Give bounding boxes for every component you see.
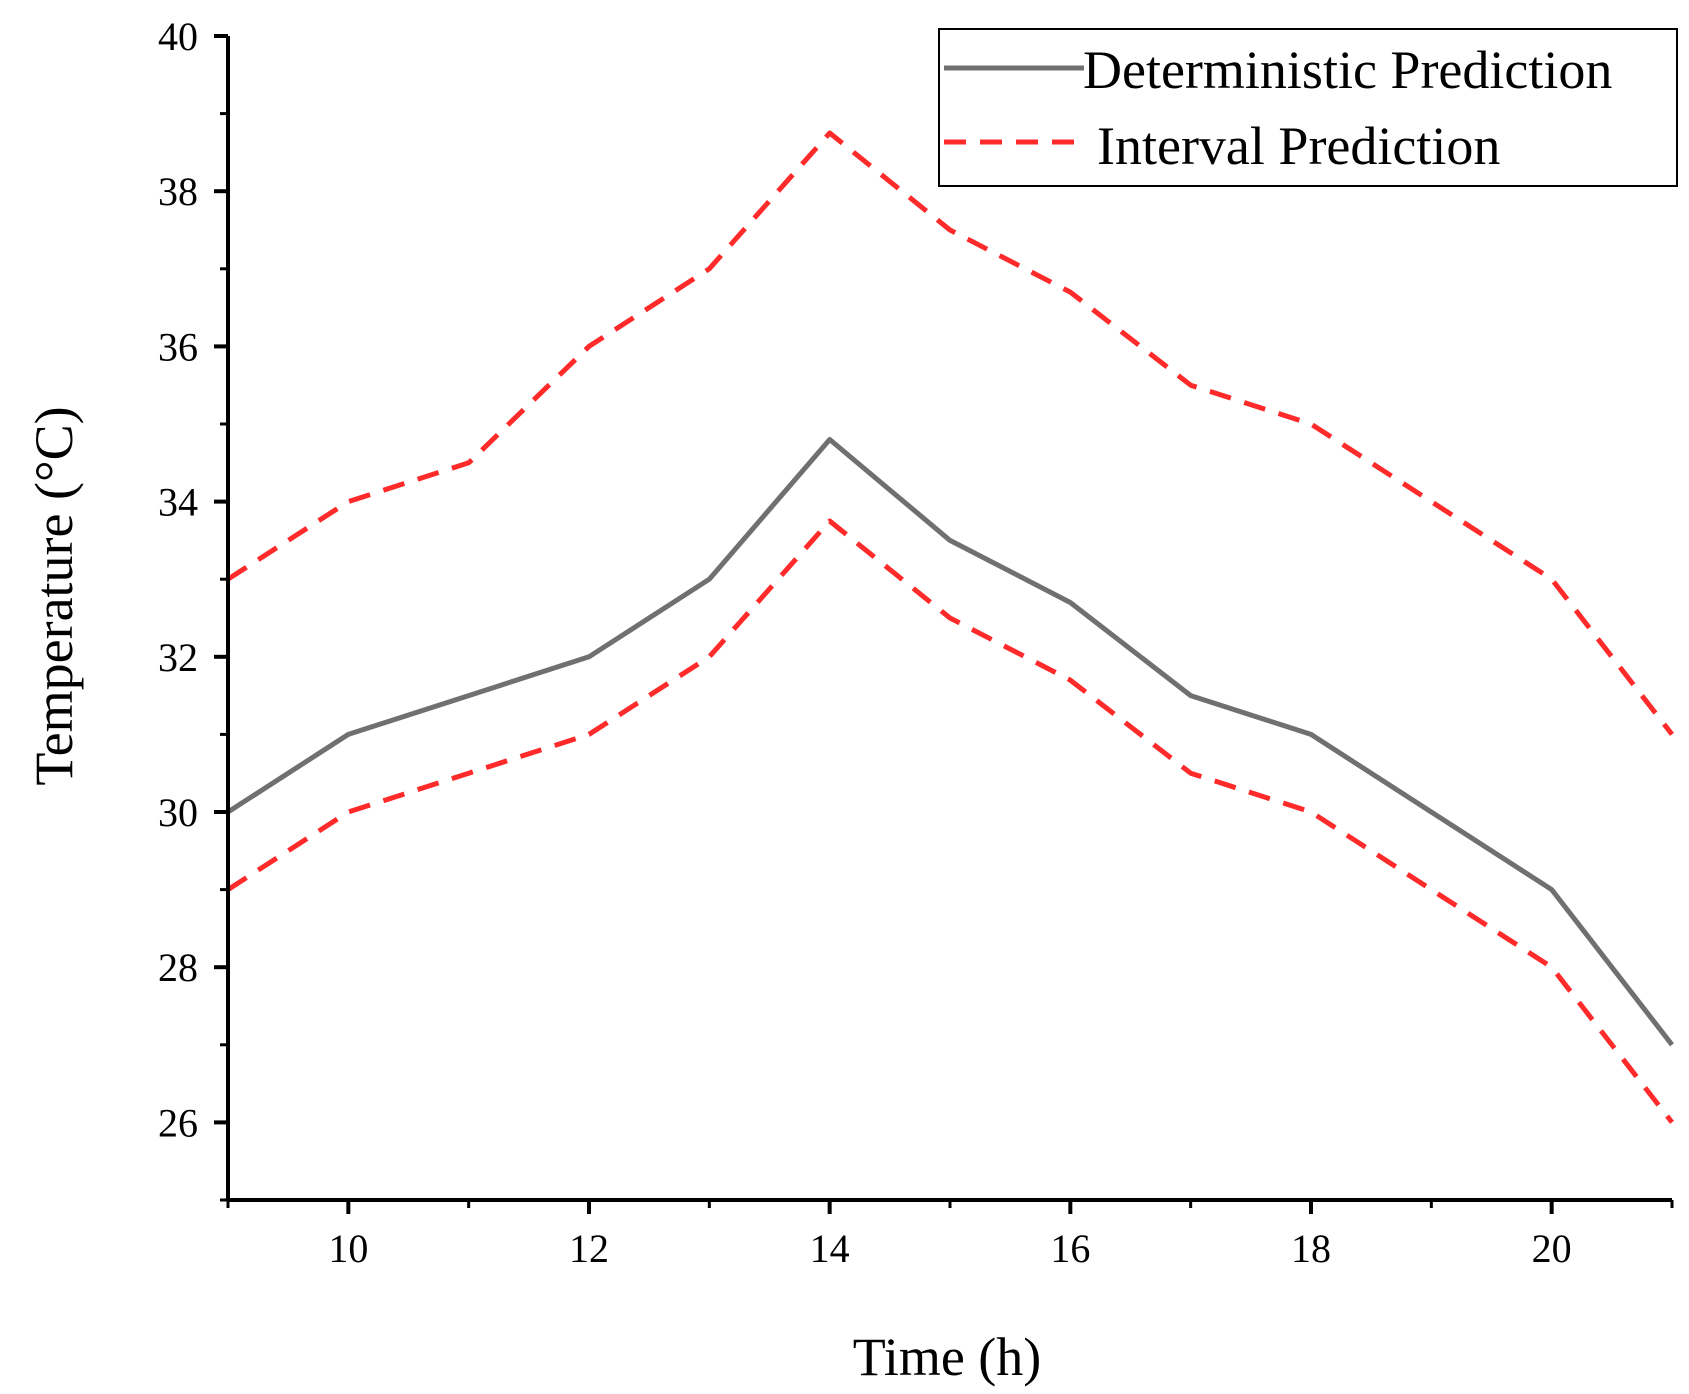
x-tick-label: 12: [569, 1226, 609, 1271]
plot-area: [226, 130, 1674, 1124]
x-tick-label: 18: [1291, 1226, 1331, 1271]
tick-marks: [214, 34, 1674, 1214]
series-line-deterministic: [226, 437, 1674, 1047]
tick-labels: 26 28 30 32 34 36 38 40 10 12 14 16 18 20: [158, 14, 1572, 1271]
x-tick-label: 16: [1050, 1226, 1090, 1271]
y-tick-label: 38: [158, 169, 198, 214]
x-tick-label: 14: [810, 1226, 850, 1271]
x-axis-title: Time (h): [853, 1327, 1042, 1387]
y-tick-label: 28: [158, 945, 198, 990]
y-tick-label: 40: [158, 14, 198, 59]
y-tick-label: 30: [158, 790, 198, 835]
y-axis-title: Temperature (°C): [24, 406, 84, 785]
x-tick-label: 20: [1532, 1226, 1572, 1271]
series-line-interval-upper: [226, 130, 1674, 736]
legend: Deterministic Prediction Interval Predic…: [938, 28, 1678, 187]
y-tick-label: 34: [158, 480, 198, 525]
x-tick-label: 10: [328, 1226, 368, 1271]
y-tick-label: 32: [158, 635, 198, 680]
legend-label-deterministic: Deterministic Prediction: [1083, 40, 1612, 100]
y-tick-label: 36: [158, 324, 198, 369]
legend-label-interval: Interval Prediction: [1097, 116, 1500, 176]
legend-box: [938, 28, 1678, 187]
series-line-interval-lower: [226, 518, 1674, 1124]
y-tick-label: 26: [158, 1100, 198, 1145]
